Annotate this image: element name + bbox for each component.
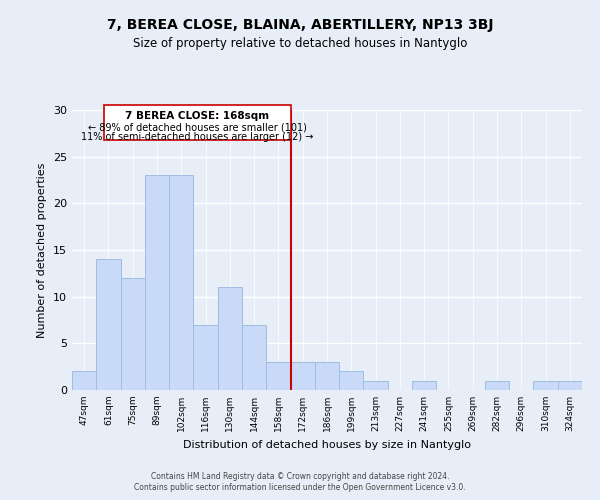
Bar xyxy=(339,372,364,390)
FancyBboxPatch shape xyxy=(104,106,290,140)
Bar xyxy=(193,324,218,390)
Bar xyxy=(290,362,315,390)
Text: 11% of semi-detached houses are larger (12) →: 11% of semi-detached houses are larger (… xyxy=(81,132,313,142)
Text: Contains public sector information licensed under the Open Government Licence v3: Contains public sector information licen… xyxy=(134,484,466,492)
Bar xyxy=(485,380,509,390)
Bar xyxy=(242,324,266,390)
X-axis label: Distribution of detached houses by size in Nantyglo: Distribution of detached houses by size … xyxy=(183,440,471,450)
Bar xyxy=(412,380,436,390)
Bar xyxy=(364,380,388,390)
Bar xyxy=(145,176,169,390)
Bar xyxy=(121,278,145,390)
Text: 7, BEREA CLOSE, BLAINA, ABERTILLERY, NP13 3BJ: 7, BEREA CLOSE, BLAINA, ABERTILLERY, NP1… xyxy=(107,18,493,32)
Y-axis label: Number of detached properties: Number of detached properties xyxy=(37,162,47,338)
Bar xyxy=(266,362,290,390)
Bar xyxy=(218,288,242,390)
Text: 7 BEREA CLOSE: 168sqm: 7 BEREA CLOSE: 168sqm xyxy=(125,111,269,121)
Bar xyxy=(558,380,582,390)
Bar xyxy=(169,176,193,390)
Bar xyxy=(315,362,339,390)
Bar xyxy=(96,260,121,390)
Text: Contains HM Land Registry data © Crown copyright and database right 2024.: Contains HM Land Registry data © Crown c… xyxy=(151,472,449,481)
Bar xyxy=(72,372,96,390)
Text: Size of property relative to detached houses in Nantyglo: Size of property relative to detached ho… xyxy=(133,38,467,51)
Text: ← 89% of detached houses are smaller (101): ← 89% of detached houses are smaller (10… xyxy=(88,122,307,132)
Bar xyxy=(533,380,558,390)
